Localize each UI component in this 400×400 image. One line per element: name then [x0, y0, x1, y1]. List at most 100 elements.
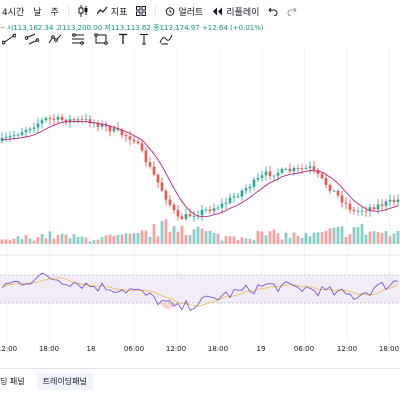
volume-bar: [196, 226, 200, 244]
volume-bar: [200, 228, 204, 244]
volume-bar: [372, 231, 376, 244]
candle-body: [148, 162, 152, 167]
indicators-button[interactable]: 지표: [96, 5, 127, 18]
volume-bar: [156, 236, 160, 244]
candle-body: [324, 178, 328, 185]
volume-bar: [132, 233, 136, 244]
volume-bar: [48, 231, 52, 244]
rectangle-icon[interactable]: [94, 33, 108, 45]
candle-body: [364, 210, 368, 212]
alarm-clock-icon: [165, 6, 175, 16]
candle-body: [236, 196, 240, 198]
redo-button[interactable]: [287, 6, 298, 16]
candle-body: [112, 128, 116, 132]
ohlc-open: 시113,162.34: [6, 24, 54, 32]
candle-body: [212, 208, 216, 212]
brush-icon[interactable]: [159, 33, 173, 45]
tab-trading-panel[interactable]: 트레이딩패널: [36, 373, 93, 390]
volume-bar: [352, 227, 356, 244]
candle-body: [0, 138, 4, 141]
candle-body: [368, 207, 372, 212]
time-label: 18:00: [378, 345, 400, 353]
fib-retracement-icon[interactable]: [71, 33, 85, 45]
candle-body: [220, 203, 224, 208]
candle-body: [372, 207, 376, 210]
volume-bar: [344, 236, 348, 244]
time-label: 18: [86, 345, 96, 353]
candle-body: [228, 197, 232, 203]
volume-bar: [284, 232, 288, 244]
candle-body: [388, 199, 392, 202]
candle-body: [376, 204, 380, 210]
candle-body: [268, 171, 272, 176]
volume-bar: [224, 235, 228, 244]
ohlc-legend: − 시113,162.34 고113,200.00 저113,113.62 종1…: [0, 22, 400, 34]
candle-body: [84, 119, 88, 121]
candle-body: [16, 134, 20, 136]
volume-bar: [80, 236, 84, 244]
candle-body: [176, 210, 180, 217]
trend-line-icon[interactable]: [2, 33, 16, 45]
volume-bar: [192, 229, 196, 244]
candle-body: [204, 209, 208, 211]
volume-bar: [8, 240, 12, 244]
candle-body: [316, 169, 320, 174]
interval-day-button[interactable]: 날: [33, 7, 42, 18]
volume-bar: [100, 237, 104, 244]
candle-body: [76, 119, 80, 121]
candle-body: [300, 168, 304, 169]
bottom-panel-tabs: 딩 패널 트레이딩패널: [0, 368, 400, 394]
volume-bar: [40, 233, 44, 244]
candle-body: [168, 199, 172, 205]
volume-bar: [180, 225, 184, 244]
volume-bar: [76, 236, 80, 244]
replay-button[interactable]: 리플레이: [212, 5, 259, 18]
candle-body: [272, 175, 276, 177]
time-label: 18:00: [207, 345, 229, 353]
interval-week-button[interactable]: 주: [50, 7, 59, 18]
volume-bar: [244, 238, 248, 244]
interval-selector[interactable]: 4시간: [2, 5, 24, 18]
alert-button[interactable]: 얼러트: [165, 5, 203, 18]
volume-bar: [268, 231, 272, 244]
time-label: 06:00: [123, 345, 145, 353]
candle-body: [280, 169, 284, 173]
candle-body: [260, 175, 264, 178]
candle-body: [308, 166, 312, 168]
candle-body: [104, 124, 108, 127]
candle-body: [4, 137, 8, 139]
text-tool-icon[interactable]: [117, 33, 129, 45]
time-label: 12:00: [165, 345, 187, 353]
volume-bar: [112, 235, 116, 244]
chart-area[interactable]: [0, 48, 400, 342]
tab-panel[interactable]: 딩 패널: [0, 377, 25, 386]
layout-button[interactable]: [136, 6, 147, 16]
interval-label: 4시간: [2, 7, 25, 18]
candle-body: [264, 171, 268, 176]
volume-bar: [176, 231, 180, 244]
rsi-pane: [0, 272, 400, 311]
volume-bar: [68, 238, 72, 244]
candle-body: [48, 117, 52, 119]
undo-button[interactable]: [268, 6, 278, 16]
candle-body: [20, 132, 24, 135]
candle-body: [244, 188, 248, 191]
rsi-signal-line: [1, 277, 399, 307]
candle-body: [192, 216, 196, 218]
pitchfork-icon[interactable]: [48, 33, 62, 45]
time-label: 19: [256, 345, 266, 353]
candle-body: [248, 186, 252, 189]
volume-bar: [24, 235, 28, 244]
time-label: 12:00: [0, 345, 18, 353]
text-tool-alt-icon[interactable]: [138, 33, 150, 45]
parallel-channel-icon[interactable]: [25, 33, 39, 45]
volume-bar: [36, 237, 40, 244]
candle-body: [88, 119, 92, 124]
volume-bar: [236, 239, 240, 244]
volume-bar: [216, 233, 220, 244]
candle-body: [208, 209, 212, 212]
volume-bar: [28, 238, 32, 244]
candle-body: [40, 120, 44, 124]
chart-type-button[interactable]: [78, 5, 88, 17]
volume-bar: [104, 235, 108, 244]
